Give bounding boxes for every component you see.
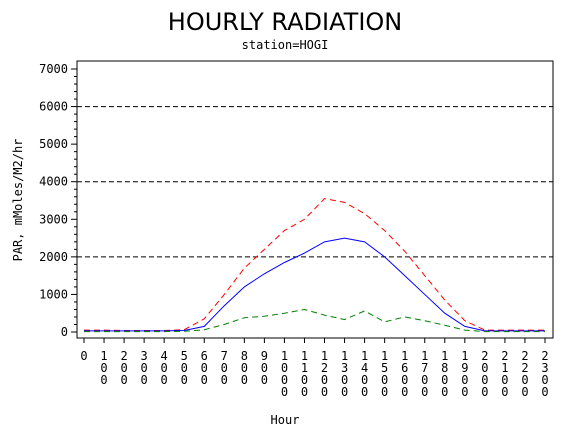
series-line-1 [84, 198, 545, 331]
reference-lines [77, 106, 553, 258]
x-tick-label: 0 [80, 349, 87, 363]
x-axis-label: Hour [271, 413, 300, 427]
y-tick-label: 5000 [39, 137, 68, 151]
y-tick-label: 0 [61, 325, 68, 339]
x-axis: 0 1 0 0 2 0 0 3 0 0 4 0 0 5 0 0 6 0 0 7 0 0 8 0 0 9 0 0 1 0 0 0 1 1 0 0 1 2 0 0… [80, 338, 549, 399]
y-tick-label: 6000 [39, 100, 68, 114]
y-tick-label: 2000 [39, 250, 68, 264]
chart-title: HOURLY RADIATION [168, 8, 402, 36]
y-tick-label: 4000 [39, 175, 68, 189]
y-tick-label: 1000 [39, 287, 68, 301]
series-line-3 [84, 308, 545, 333]
y-axis: 0 1000 2000 3000 4000 5000 6000 7000 [39, 62, 77, 339]
chart-subtitle: station=HOGI [242, 38, 329, 52]
series-group [84, 198, 545, 333]
y-tick-label: 3000 [39, 212, 68, 226]
plot-frame [76, 60, 554, 339]
y-axis-label: PAR, mMoles/M2/hr [11, 139, 25, 262]
y-tick-label: 7000 [39, 62, 68, 76]
series-line-2 [84, 237, 545, 332]
